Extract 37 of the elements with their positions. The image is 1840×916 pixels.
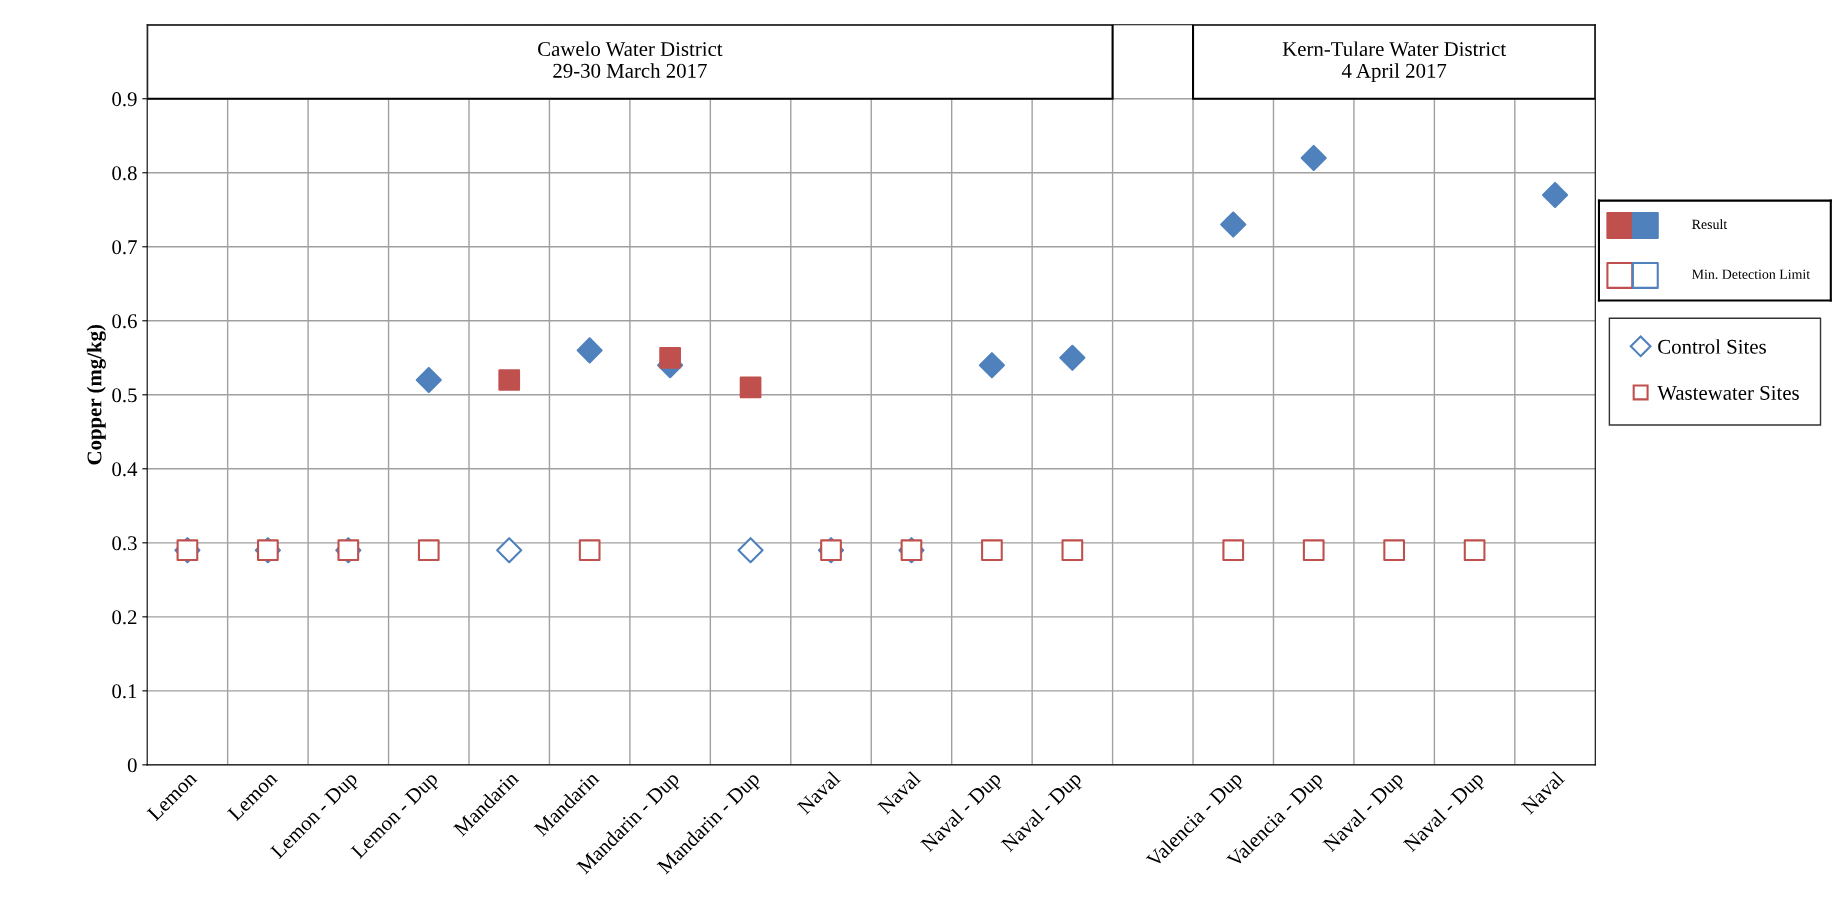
- point: [1541, 181, 1569, 209]
- y-tick-label: 0.5: [112, 388, 137, 403]
- y-tick-label: 0.7: [112, 240, 137, 255]
- annotation: Cawelo Water District 29-30 March 2017: [538, 41, 723, 78]
- point: [576, 337, 603, 364]
- point: [978, 352, 1005, 379]
- point: [1302, 539, 1325, 562]
- legend-label: Control Sites: [1658, 339, 1766, 354]
- point: [1222, 539, 1245, 562]
- y-tick-label: 0.3: [112, 536, 137, 551]
- y-tick-label: 0.6: [112, 314, 137, 329]
- point: [981, 539, 1003, 562]
- annotation: Kern-Tulare Water District 4 April 2017: [1282, 41, 1507, 83]
- point: [1061, 539, 1084, 562]
- point: [739, 376, 762, 399]
- point: [1300, 144, 1327, 172]
- y-tick-label: 0.4: [112, 462, 138, 477]
- text: Result: [1692, 219, 1728, 230]
- point: [417, 539, 440, 562]
- point: [415, 366, 442, 394]
- y-tick-label: 0.8: [112, 166, 137, 181]
- point: [1059, 344, 1086, 371]
- point: [1463, 539, 1486, 562]
- legend-label: Wastewater Sites: [1657, 385, 1799, 401]
- point: [498, 369, 521, 391]
- y-axis-title: Copper (mg/kg): [86, 325, 106, 465]
- point: [1220, 211, 1247, 238]
- point: [578, 539, 601, 562]
- text: Min. Detection Limit: [1692, 269, 1811, 280]
- y-tick-label: 0.1: [112, 684, 137, 699]
- point: [1383, 539, 1406, 562]
- point: [496, 537, 523, 564]
- y-tick-label: 0: [127, 758, 137, 773]
- y-tick-label: 0.2: [112, 610, 137, 625]
- y-tick-label: 0.9: [112, 92, 137, 107]
- point: [737, 537, 764, 564]
- point: [659, 346, 681, 369]
